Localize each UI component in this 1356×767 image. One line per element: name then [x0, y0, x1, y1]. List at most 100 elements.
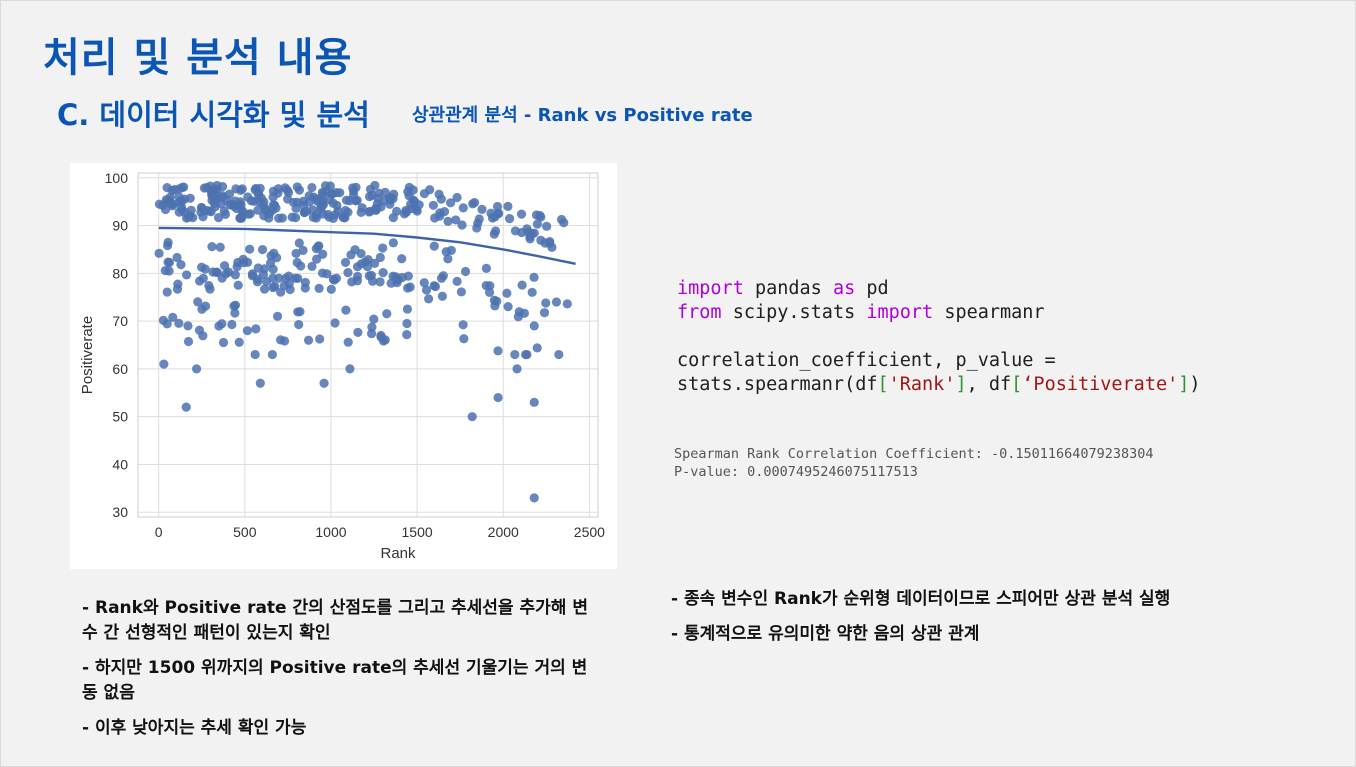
- scatter-point: [252, 277, 263, 287]
- scatter-point: [160, 265, 170, 276]
- scatter-point: [421, 285, 432, 295]
- scatter-point: [193, 297, 203, 307]
- scatter-point: [357, 203, 367, 213]
- scatter-point: [257, 244, 268, 255]
- scatter-point: [392, 274, 402, 284]
- code-bracket: [: [877, 374, 889, 395]
- scatter-point: [284, 271, 294, 281]
- code-string: ‘Positiverate': [1022, 374, 1179, 395]
- scatter-point: [315, 334, 325, 344]
- left-notes: - Rank와 Positive rate 간의 산점도를 그리고 추세선을 추…: [82, 596, 602, 751]
- code-keyword: from: [677, 302, 722, 323]
- code-bracket: ]: [1178, 374, 1190, 395]
- scatter-point: [541, 298, 551, 308]
- scatter-point: [242, 326, 253, 336]
- scatter-point: [458, 320, 468, 330]
- section-title: C. 데이터 시각화 및 분석: [57, 98, 370, 132]
- plot-frame: [137, 172, 599, 518]
- scatter-point: [559, 218, 569, 228]
- scatter-point: [510, 349, 520, 360]
- scatter-point: [232, 262, 242, 272]
- scatter-point: [335, 188, 345, 198]
- y-tick-label: 30: [112, 504, 128, 520]
- scatter-point: [527, 287, 537, 297]
- scatter-point: [176, 260, 186, 270]
- scatter-point: [298, 245, 308, 256]
- scatter-point: [249, 196, 259, 206]
- scatter-point: [351, 182, 361, 192]
- scatter-point: [443, 254, 453, 264]
- scatter-point: [213, 213, 224, 223]
- scatter-point: [339, 212, 349, 222]
- scatter-point: [200, 264, 210, 274]
- scatter-point: [341, 195, 352, 205]
- scatter-point: [274, 213, 284, 223]
- scatter-point: [268, 200, 279, 210]
- code-block: import pandas as pd from scipy.stats imp…: [677, 277, 1201, 397]
- scatter-point: [204, 280, 214, 291]
- scatter-point: [458, 203, 468, 213]
- scatter-chart-svg: 0 500 1000 1500 2000 2500 30 40 50 60 70 80 90 100 Ran…: [79, 170, 605, 562]
- code-keyword: as: [832, 278, 856, 299]
- scatter-point: [326, 284, 336, 294]
- scatter-point: [183, 321, 193, 331]
- scatter-point: [551, 297, 562, 307]
- scatter-point: [327, 189, 337, 199]
- scatter-point: [294, 238, 304, 248]
- scatter-point: [234, 337, 244, 347]
- scatter-point: [256, 193, 266, 203]
- scatter-point: [162, 287, 172, 297]
- scatter-point: [402, 318, 412, 329]
- scatter-point: [291, 248, 301, 259]
- output-line: Spearman Rank Correlation Coefficient: -…: [674, 446, 1154, 462]
- scatter-point: [472, 223, 482, 233]
- scatter-point: [287, 212, 297, 222]
- scatter-point: [401, 207, 412, 217]
- scatter-point: [236, 213, 247, 223]
- scatter-point: [265, 258, 276, 268]
- scatter-point: [197, 203, 207, 213]
- scatter-point: [222, 195, 232, 205]
- scatter-point: [367, 328, 377, 339]
- scatter-point: [516, 209, 527, 219]
- x-tick-label: 2000: [488, 524, 519, 540]
- scatter-point: [245, 244, 255, 254]
- scatter-point: [529, 272, 539, 282]
- note-item: - 이후 낮아지는 추세 확인 가능: [82, 718, 307, 738]
- scatter-point: [217, 319, 227, 329]
- scatter-point: [208, 267, 218, 277]
- scatter-point: [168, 199, 178, 209]
- scatter-point: [314, 241, 324, 251]
- scatter-point: [503, 302, 513, 312]
- scatter-point: [267, 349, 277, 360]
- scatter-point: [323, 209, 333, 220]
- scatter-point: [369, 258, 380, 269]
- scatter-point: [295, 307, 305, 317]
- code-line: correlation_coefficient, p_value =: [677, 350, 1056, 371]
- scatter-point: [369, 314, 379, 324]
- scatter-point: [296, 261, 306, 271]
- scatter-point: [283, 187, 294, 198]
- scatter-point: [304, 197, 314, 207]
- scatter-point: [259, 264, 270, 274]
- scatter-point: [340, 257, 351, 268]
- code-text: , df: [966, 374, 1012, 395]
- scatter-point: [419, 189, 430, 199]
- page-title: 처리 및 분석 내용: [43, 35, 353, 81]
- scatter-point: [474, 214, 484, 224]
- scatter-point: [261, 276, 272, 287]
- scatter-point: [404, 182, 414, 192]
- scatter-point: [199, 183, 209, 193]
- scatter-point: [367, 322, 377, 332]
- scatter-point: [312, 210, 322, 220]
- scatter-point: [376, 330, 386, 341]
- scatter-point: [159, 359, 169, 369]
- scatter-point: [230, 308, 240, 318]
- scatter-point: [403, 283, 413, 293]
- output-line: P-value: 0.0007495246075117513: [674, 464, 918, 480]
- scatter-point: [460, 266, 471, 277]
- scatter-point: [436, 273, 447, 283]
- scatter-point: [388, 238, 398, 248]
- scatter-point: [352, 195, 362, 206]
